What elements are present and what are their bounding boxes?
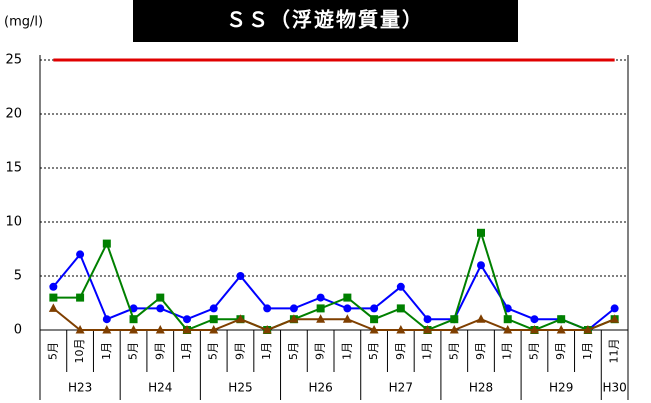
marker (343, 293, 352, 302)
marker (316, 314, 326, 323)
x-tick-label: 1月 (340, 342, 353, 360)
marker (209, 304, 218, 313)
marker (556, 325, 566, 334)
marker (477, 228, 485, 237)
y-tick-label: 5 (14, 269, 22, 284)
marker (583, 325, 593, 334)
group-label: H23 (68, 381, 92, 395)
unit-label: (mg/l) (4, 15, 43, 30)
group-label: H30 (602, 381, 626, 395)
marker (503, 325, 513, 334)
x-tick-label: 9月 (153, 342, 166, 360)
marker (477, 261, 485, 270)
x-tick-label: 5月 (207, 342, 220, 360)
marker (423, 325, 433, 334)
series-line (53, 229, 616, 332)
marker (49, 282, 58, 291)
x-tick-label: 11月 (608, 339, 621, 364)
series-line (52, 307, 616, 332)
marker (129, 325, 139, 334)
group-label: H27 (389, 381, 413, 395)
marker (102, 315, 111, 324)
group-label: H28 (469, 381, 493, 395)
marker (155, 325, 165, 334)
marker (370, 315, 379, 324)
marker (76, 293, 85, 302)
marker (75, 325, 85, 334)
x-tick-label: 5月 (367, 342, 380, 360)
marker (289, 304, 298, 313)
marker (262, 325, 272, 334)
marker (183, 315, 191, 324)
x-tick-label: 9月 (474, 342, 487, 360)
marker (129, 315, 138, 324)
marker (610, 304, 619, 313)
marker (235, 314, 245, 323)
x-tick-label: 9月 (554, 342, 567, 360)
marker (343, 304, 352, 313)
marker (369, 325, 379, 334)
marker (316, 293, 325, 302)
x-tick-label: 1月 (501, 342, 514, 360)
marker (209, 325, 219, 334)
marker (342, 314, 352, 323)
marker (316, 304, 325, 313)
x-tick-label: 1月 (100, 342, 113, 360)
y-tick-label: 10 (5, 215, 22, 230)
x-tick-label: 10月 (73, 339, 86, 364)
chart-title: ＳＳ（浮遊物質量） (226, 8, 424, 32)
group-label: H25 (228, 381, 252, 395)
marker (102, 325, 112, 334)
marker (610, 314, 620, 323)
marker (449, 325, 459, 334)
marker (182, 325, 192, 334)
marker (76, 250, 85, 259)
y-tick-label: 15 (5, 161, 22, 176)
y-tick-label: 0 (14, 323, 22, 338)
x-tick-label: 5月 (287, 342, 300, 360)
marker (476, 314, 486, 323)
marker (102, 239, 111, 248)
marker (263, 304, 272, 313)
marker (503, 315, 512, 324)
group-label: H26 (308, 381, 332, 395)
marker (236, 272, 245, 280)
marker (396, 304, 405, 313)
marker (129, 304, 138, 313)
marker (423, 315, 432, 324)
y-tick-label: 25 (5, 53, 22, 68)
marker (156, 293, 165, 302)
y-tick-label: 20 (5, 107, 22, 122)
marker (370, 304, 379, 313)
marker (530, 315, 539, 324)
marker (450, 315, 459, 324)
marker (396, 282, 405, 291)
marker (529, 325, 539, 334)
x-tick-label: 9月 (394, 342, 407, 360)
marker (289, 314, 299, 323)
x-tick-label: 5月 (127, 342, 140, 360)
group-label: H29 (549, 381, 573, 395)
x-tick-label: 9月 (233, 342, 246, 360)
x-tick-label: 1月 (180, 342, 193, 360)
x-tick-label: 1月 (581, 342, 594, 360)
group-label: H24 (148, 381, 172, 395)
x-tick-label: 5月 (447, 342, 460, 360)
x-tick-label: 5月 (46, 342, 59, 360)
x-tick-label: 9月 (314, 342, 327, 360)
x-tick-label: 1月 (260, 342, 273, 360)
marker (209, 315, 218, 324)
marker (49, 293, 58, 302)
marker (156, 304, 165, 313)
x-tick-label: 1月 (421, 342, 434, 360)
marker (396, 325, 406, 334)
marker (557, 315, 566, 324)
x-tick-label: 5月 (527, 342, 540, 360)
title-box (133, 0, 518, 42)
marker (48, 303, 58, 312)
